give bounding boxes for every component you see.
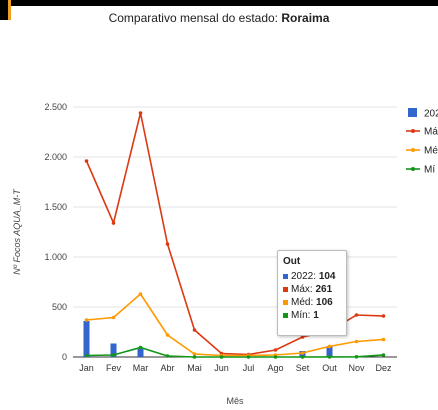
chart-title-state: Roraima bbox=[281, 11, 330, 25]
point-máx-mai bbox=[192, 328, 197, 332]
point-méd-abr bbox=[165, 333, 170, 337]
y-tick-label: 2.000 bbox=[44, 152, 67, 162]
chart-tooltip: Out 2022: 104 Máx: 261 Méd: 106 Mín: 1 bbox=[277, 250, 347, 336]
point-méd-jan bbox=[84, 318, 89, 322]
legend-label: 202 bbox=[424, 109, 438, 120]
x-tick-label: Nov bbox=[348, 363, 365, 373]
x-tick-label: Fev bbox=[106, 363, 122, 373]
x-tick-label: Dez bbox=[375, 363, 392, 373]
point-mín-out bbox=[327, 355, 332, 359]
legend-label: Mí bbox=[424, 165, 435, 176]
x-tick-label: Mar bbox=[133, 363, 149, 373]
tooltip-value: 104 bbox=[318, 271, 336, 282]
point-mín-jul bbox=[246, 355, 251, 359]
legend-swatch-dot bbox=[411, 148, 415, 152]
point-máx-nov bbox=[354, 313, 359, 317]
bar-2022-fev bbox=[110, 343, 117, 357]
point-máx-set bbox=[300, 335, 305, 339]
point-méd-nov bbox=[354, 339, 359, 344]
point-mín-jan bbox=[84, 353, 89, 358]
tooltip-row-min: Mín: 1 bbox=[283, 309, 341, 322]
bar-2022-mar bbox=[137, 349, 144, 357]
y-tick-label: 500 bbox=[52, 302, 67, 312]
point-mín-jun bbox=[219, 355, 224, 359]
bar-2022-jan bbox=[83, 321, 90, 357]
series-line-méd bbox=[86, 292, 384, 357]
point-mín-mai bbox=[192, 355, 197, 359]
legend-swatch-dot bbox=[411, 167, 415, 171]
point-máx-dez bbox=[381, 314, 386, 318]
y-axis-title: Nº Focos AQUA_M-T bbox=[12, 188, 22, 275]
point-máx-jan bbox=[84, 159, 89, 163]
point-méd-mai bbox=[192, 352, 197, 356]
tooltip-title: Out bbox=[283, 256, 301, 267]
point-máx-ago bbox=[273, 348, 278, 352]
x-tick-label: Jun bbox=[214, 363, 229, 373]
legend-label: Mé bbox=[424, 146, 438, 157]
tooltip-label: Mín: bbox=[291, 310, 314, 321]
y-tick-label: 1.500 bbox=[44, 202, 67, 212]
x-tick-label: Ago bbox=[267, 363, 283, 373]
chart-title-prefix: Comparativo mensal do estado: bbox=[108, 11, 282, 25]
legend-swatch-dot bbox=[411, 129, 415, 133]
point-máx-abr bbox=[165, 242, 170, 246]
tooltip-swatch bbox=[283, 299, 288, 305]
tooltip-value: 1 bbox=[313, 310, 319, 321]
chart-title: Comparativo mensal do estado: Roraima bbox=[0, 11, 438, 25]
point-méd-mar bbox=[138, 292, 143, 296]
bar-2022-out bbox=[326, 346, 333, 357]
point-méd-fev bbox=[111, 315, 116, 320]
x-tick-label: Set bbox=[296, 363, 310, 373]
tooltip-swatch bbox=[283, 273, 288, 279]
point-mín-abr bbox=[165, 354, 170, 358]
x-tick-label: Abr bbox=[160, 363, 174, 373]
point-méd-dez bbox=[381, 337, 386, 342]
tooltip-value: 106 bbox=[316, 297, 333, 308]
point-mín-mar bbox=[138, 345, 143, 350]
point-méd-set bbox=[300, 351, 305, 355]
point-mín-set bbox=[300, 355, 305, 359]
x-tick-label: Jul bbox=[243, 363, 255, 373]
tooltip-label: Méd: bbox=[291, 297, 317, 308]
legend-swatch-2022 bbox=[408, 108, 417, 117]
tooltip-label: Máx: bbox=[291, 284, 316, 295]
x-tick-label: Mai bbox=[187, 363, 202, 373]
x-tick-label: Out bbox=[322, 363, 337, 373]
y-tick-label: 0 bbox=[62, 352, 67, 362]
tooltip-value: 261 bbox=[315, 284, 333, 295]
series-line-mín bbox=[86, 346, 384, 358]
top-bar bbox=[0, 0, 438, 6]
point-máx-fev bbox=[111, 221, 116, 225]
tooltip-row-2022: 2022: 104 bbox=[283, 270, 341, 283]
tooltip-row-med: Méd: 106 bbox=[283, 296, 341, 309]
point-méd-out bbox=[327, 344, 332, 349]
tooltip-swatch bbox=[283, 312, 288, 318]
legend-label: Má bbox=[424, 127, 438, 138]
tooltip-swatch bbox=[283, 286, 288, 292]
y-tick-label: 1.000 bbox=[44, 252, 67, 262]
x-axis-title: Mês bbox=[226, 396, 244, 406]
point-mín-nov bbox=[354, 355, 359, 359]
tooltip-label: 2022: bbox=[291, 271, 319, 282]
point-mín-ago bbox=[273, 355, 278, 359]
corner-badge bbox=[0, 0, 11, 20]
y-tick-label: 2.500 bbox=[44, 102, 67, 112]
point-mín-fev bbox=[111, 353, 116, 357]
point-mín-dez bbox=[381, 353, 386, 357]
point-máx-mar bbox=[138, 111, 143, 115]
x-tick-label: Jan bbox=[79, 363, 94, 373]
tooltip-row-max: Máx: 261 bbox=[283, 283, 341, 296]
